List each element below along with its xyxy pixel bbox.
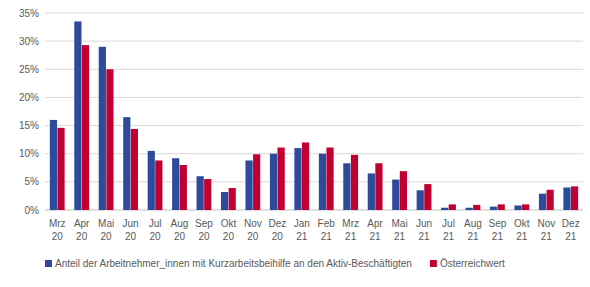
chart: 0% 5% 10% 15% 20% 25% 30% 35% Mrz20 Apr20 Mai20 Jun… — [0, 0, 590, 287]
bar — [155, 160, 162, 210]
bar — [375, 163, 382, 210]
bar — [343, 163, 350, 210]
bar — [294, 148, 301, 210]
y-tick-label: 10% — [19, 148, 39, 159]
grid-line — [45, 69, 583, 70]
x-tick-label: Mrz20 — [49, 218, 66, 242]
y-tick-label: 5% — [25, 176, 40, 187]
bar — [466, 208, 473, 210]
bar — [514, 205, 521, 210]
bar — [50, 120, 57, 210]
bar — [326, 148, 333, 210]
y-tick-label: 30% — [19, 36, 39, 47]
bar — [131, 129, 138, 210]
bar — [106, 69, 113, 210]
bar — [99, 47, 106, 210]
y-tick-label: 35% — [19, 8, 39, 19]
x-tick-label: Sep20 — [195, 218, 213, 242]
x-tick-label: Aug21 — [464, 218, 482, 242]
grid-line — [45, 13, 583, 14]
x-tick-label: Nov21 — [537, 218, 555, 242]
bar — [204, 179, 211, 210]
legend-label: Österreichwert — [440, 258, 505, 269]
bar — [400, 171, 407, 210]
x-tick-label: Okt20 — [221, 218, 237, 242]
bar — [123, 117, 130, 210]
bar — [417, 190, 424, 210]
bar — [563, 187, 570, 210]
bar — [473, 205, 480, 210]
bar — [221, 192, 228, 210]
bar — [547, 190, 554, 210]
bar — [368, 173, 375, 210]
bar — [82, 45, 89, 210]
x-tick-label: Feb21 — [318, 218, 336, 242]
x-tick-label: Okt21 — [514, 218, 530, 242]
x-tick-label: Jun21 — [416, 218, 432, 242]
y-tick-label: 15% — [19, 120, 39, 131]
bar — [571, 186, 578, 210]
bar — [522, 204, 529, 210]
x-tick-label: Mai21 — [392, 218, 408, 242]
bar — [245, 160, 252, 210]
x-tick-label: Mai20 — [98, 218, 114, 242]
grid-line — [45, 41, 583, 42]
bar — [449, 204, 456, 210]
bar — [253, 154, 260, 210]
x-tick-label: Nov20 — [244, 218, 262, 242]
bar — [490, 207, 497, 210]
bars — [50, 21, 578, 210]
y-tick-label: 0% — [25, 205, 40, 216]
bar — [392, 180, 399, 210]
bar — [351, 155, 358, 210]
legend-swatch — [45, 260, 52, 267]
x-tick-label: Jul21 — [442, 218, 455, 242]
bar — [302, 142, 309, 210]
bar — [319, 154, 326, 210]
bar — [539, 194, 546, 210]
grid-line — [45, 97, 583, 98]
bar — [270, 154, 277, 210]
bar — [441, 208, 448, 210]
legend-swatch — [430, 260, 437, 267]
x-tick-label: Apr20 — [74, 218, 90, 242]
bar — [74, 21, 81, 210]
legend-label: Anteil der Arbeitnehmer_innen mit Kurzar… — [55, 258, 412, 269]
x-tick-label: Jan21 — [294, 218, 310, 242]
bar — [148, 151, 155, 210]
bar — [424, 184, 431, 210]
y-tick-label: 25% — [19, 64, 39, 75]
x-tick-label: Aug20 — [171, 218, 189, 242]
bar — [197, 176, 204, 210]
x-tick-label: Sep21 — [489, 218, 507, 242]
bar — [498, 204, 505, 210]
x-tick-label: Dez20 — [268, 218, 286, 242]
x-tick-label: Jun20 — [123, 218, 139, 242]
bar — [180, 165, 187, 210]
bar — [57, 128, 64, 210]
bar — [278, 148, 285, 210]
bar — [172, 158, 179, 210]
bar — [229, 188, 236, 210]
y-tick-label: 20% — [19, 92, 39, 103]
x-tick-label: Apr21 — [367, 218, 383, 242]
x-tick-label: Jul20 — [149, 218, 162, 242]
x-tick-label: Dez21 — [562, 218, 580, 242]
x-tick-label: Mrz21 — [342, 218, 359, 242]
